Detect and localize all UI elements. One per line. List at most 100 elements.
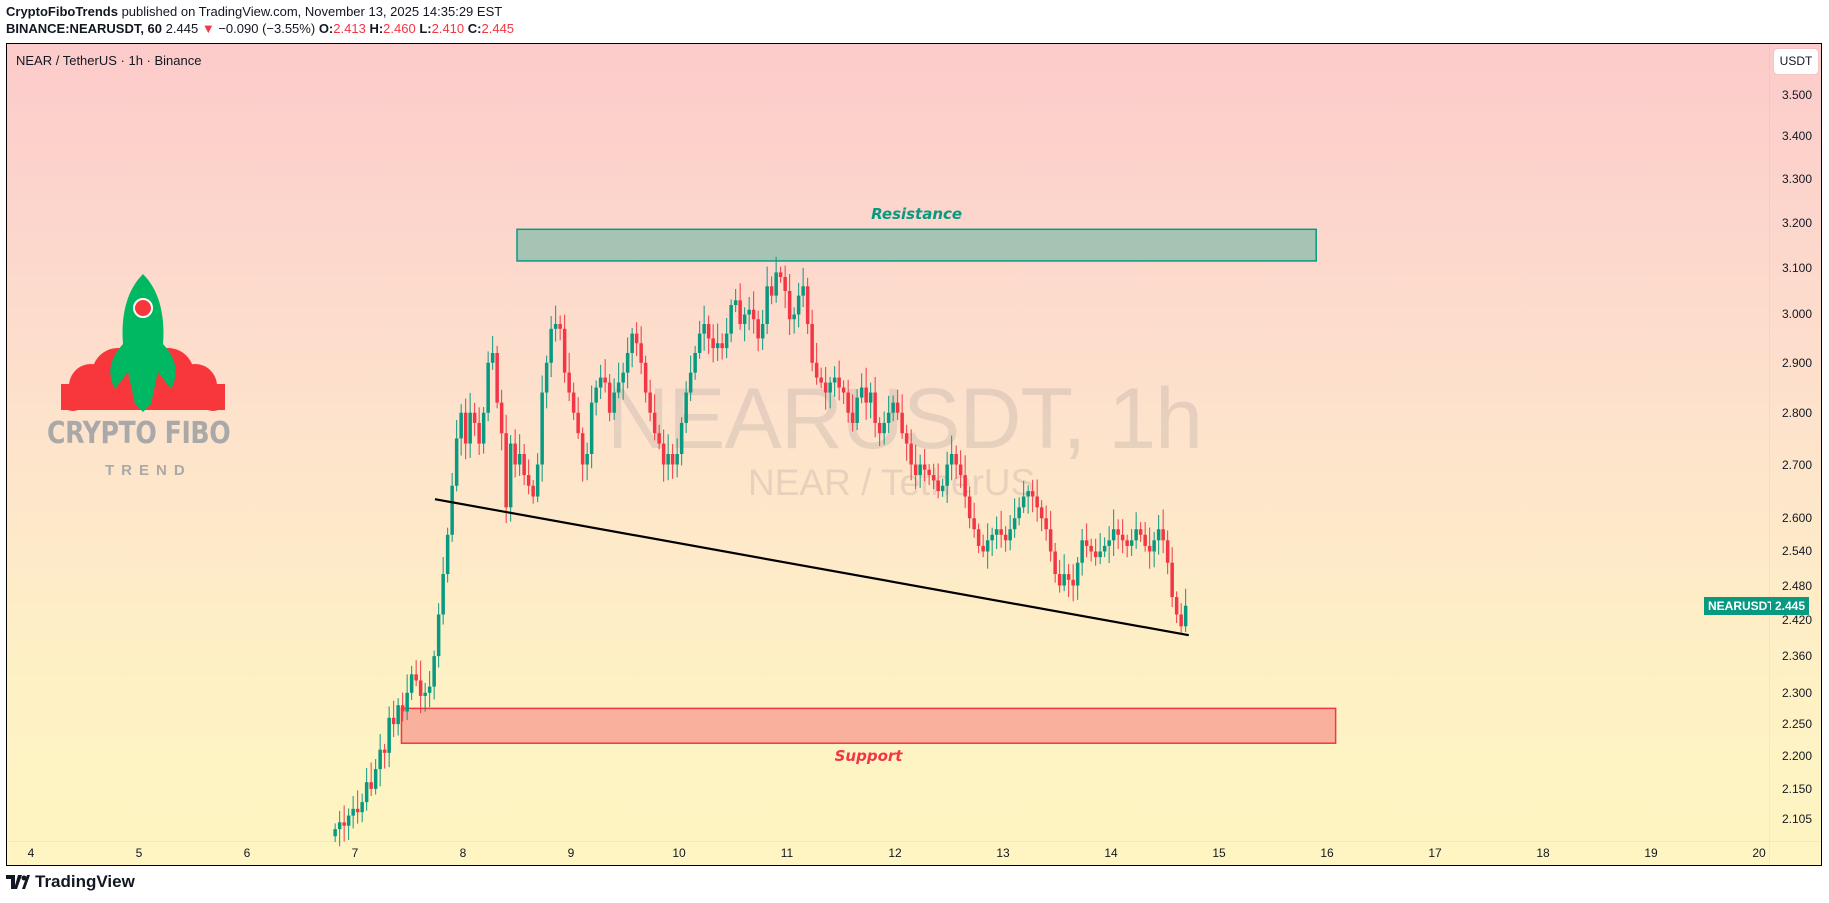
candle-body <box>436 614 441 657</box>
candle-body <box>1174 597 1179 615</box>
candle-body <box>603 377 607 383</box>
candle-body <box>1030 491 1035 497</box>
candle-body <box>900 412 904 434</box>
candle-body <box>355 808 360 813</box>
candle-body <box>661 443 666 465</box>
candle-body <box>1165 540 1170 563</box>
candle-body <box>967 496 972 519</box>
currency-button[interactable]: USDT <box>1774 49 1818 74</box>
candle-body <box>1152 540 1156 552</box>
time-tick-label: 17 <box>1428 846 1442 860</box>
candle-body <box>823 382 828 393</box>
candle-body <box>657 433 661 444</box>
tradingview-brand[interactable]: TradingView <box>6 872 135 892</box>
candle-body <box>1098 551 1102 558</box>
candle-body <box>553 324 558 329</box>
price-tick-label: 3.500 <box>1782 88 1813 103</box>
candle-body <box>1147 545 1152 552</box>
candle-body <box>1008 529 1012 541</box>
price-plot[interactable] <box>7 44 1822 866</box>
candle-body <box>985 540 990 552</box>
candle-body <box>693 352 697 373</box>
candle-body <box>886 412 891 423</box>
candle-body <box>1170 562 1174 598</box>
candle-body <box>459 412 463 439</box>
open-value: 2.413 <box>333 21 366 36</box>
time-tick-label: 11 <box>780 846 794 860</box>
price-tick-label: 2.540 <box>1782 544 1813 559</box>
chart-title: NEAR / TetherUS · 1h · Binance <box>16 53 202 68</box>
candle-body <box>409 674 414 693</box>
candle-body <box>454 438 459 486</box>
symbol-watermark: NEARUSDT, 1h <box>607 371 1203 467</box>
time-tick-label: 15 <box>1212 846 1226 860</box>
candle-body <box>1102 545 1107 552</box>
candle-body <box>337 822 342 830</box>
candle-body <box>499 402 504 434</box>
support-label: Support <box>834 747 903 766</box>
price-tick-label: 2.700 <box>1782 457 1813 472</box>
candle-body <box>832 377 837 383</box>
author-name[interactable]: CryptoFiboTrends <box>6 4 118 19</box>
candle-body <box>1134 529 1138 541</box>
candle-body <box>504 433 508 508</box>
candle-body <box>1066 574 1071 580</box>
candle-body <box>850 412 855 423</box>
candle-body <box>567 372 571 393</box>
candle-body <box>1107 540 1111 546</box>
symbol-line: BINANCE:NEARUSDT, 60 2.445 ▼ −0.090 (−3.… <box>6 21 515 36</box>
candle-body <box>441 574 445 615</box>
candle-body <box>796 295 801 315</box>
candle-body <box>540 392 544 465</box>
candle-body <box>976 529 981 546</box>
candle-body <box>954 454 958 465</box>
time-axis-separator <box>7 841 1821 842</box>
candle-body <box>1044 518 1048 530</box>
candle-body <box>805 286 810 325</box>
candle-body <box>1125 540 1129 546</box>
candle-body <box>472 412 477 423</box>
candle-body <box>873 392 877 423</box>
candle-body <box>463 412 468 444</box>
candle-body <box>855 397 859 423</box>
price-tick-label: 2.800 <box>1782 405 1813 420</box>
candle-body <box>589 402 594 455</box>
candle-body <box>549 328 553 363</box>
chart-pane[interactable]: NEARUSDT, 1h NEAR / TetherUS CRYPTO FIBO… <box>6 43 1822 866</box>
candle-body <box>621 372 625 383</box>
candle-body <box>535 464 540 497</box>
candle-body <box>679 422 684 455</box>
candle-body <box>927 469 931 476</box>
candle-body <box>931 475 936 481</box>
candle-body <box>1039 507 1044 519</box>
candle-body <box>1129 540 1134 546</box>
price-tick-label: 2.105 <box>1782 811 1813 826</box>
candle-body <box>490 352 495 363</box>
time-tick-label: 4 <box>27 846 35 860</box>
candle-body <box>697 333 702 353</box>
candle-body <box>747 309 751 315</box>
last-price-badge: 2.445 <box>1771 597 1810 615</box>
candle-body <box>715 343 720 349</box>
candle-body <box>765 286 769 325</box>
price-change: −0.090 (−3.55%) <box>218 21 316 36</box>
candle-body <box>810 324 814 363</box>
candle-body <box>891 402 895 413</box>
price-tick-label: 3.100 <box>1782 260 1813 275</box>
candle-body <box>1143 534 1147 546</box>
candle-body <box>711 338 715 349</box>
candle-body <box>526 475 531 486</box>
price-tick-label: 2.900 <box>1782 355 1813 370</box>
candle-body <box>675 454 679 465</box>
candle-body <box>598 377 603 388</box>
candle-body <box>1003 534 1008 541</box>
trendline <box>434 498 1189 637</box>
candle-body <box>819 377 823 383</box>
candle-body <box>666 454 670 465</box>
candle-body <box>994 529 999 535</box>
last-price: 2.445 <box>165 21 199 36</box>
candle-body <box>783 277 787 291</box>
candle-body <box>432 656 436 687</box>
candle-body <box>972 518 976 530</box>
description-watermark: NEAR / TetherUS <box>748 462 1036 503</box>
